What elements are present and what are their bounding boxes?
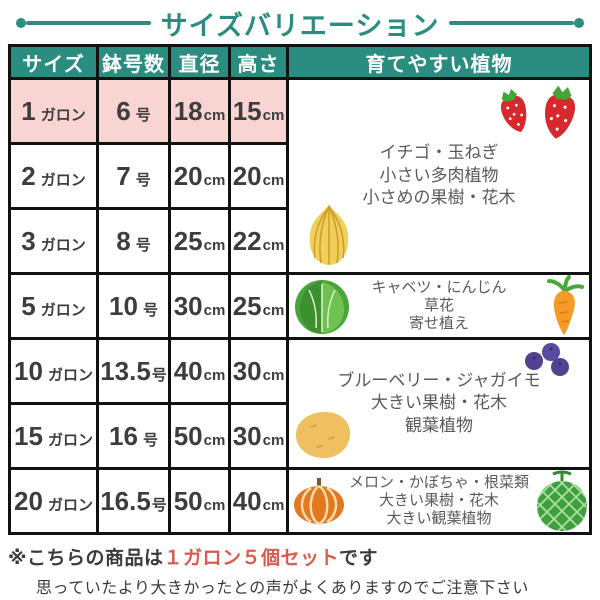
plant-group-text: メロン・かぼちゃ・根菜類 大きい果樹・花木 大きい観葉植物 bbox=[289, 474, 589, 527]
header-row: サイズ 鉢号数 直径 高さ 育てやすい植物 bbox=[8, 44, 592, 80]
plant-line: 寄せ植え bbox=[408, 314, 469, 332]
table-row-5gallon: 5 ガロン 10 号 30cm 25cm bbox=[8, 272, 592, 340]
plant-group-xlarge: メロン・かぼちゃ・根菜類 大きい果樹・花木 大きい観葉植物 bbox=[286, 467, 592, 535]
size-cell: 20 ガロン bbox=[8, 467, 99, 535]
size-cell: 15 ガロン bbox=[8, 402, 99, 470]
title-bar: サイズバリエーション bbox=[0, 0, 600, 42]
size-cell: 2 ガロン bbox=[8, 142, 99, 210]
header-size: サイズ bbox=[8, 44, 99, 80]
set-note: ※こちらの商品は１ガロン５個セットです bbox=[8, 543, 592, 570]
cabbage-icon bbox=[295, 280, 349, 334]
bullet-dot-right bbox=[574, 18, 584, 28]
plant-line: 小さめの果樹・花木 bbox=[362, 188, 516, 208]
plant-line: 大きい果樹・花木 bbox=[371, 393, 507, 413]
potato-icon bbox=[296, 411, 351, 459]
plant-line: ブルーベリー・ジャガイモ bbox=[337, 370, 541, 390]
height-cell: 25cm bbox=[228, 272, 289, 340]
pot-value: 6 bbox=[116, 95, 131, 126]
title-rule-right bbox=[449, 21, 574, 25]
plant-group-small: イチゴ・玉ねぎ 小さい多肉植物 小さめの果樹・花木 bbox=[286, 77, 592, 275]
plant-line: メロン・かぼちゃ・根菜類 bbox=[348, 474, 529, 492]
height-unit: cm bbox=[262, 106, 285, 124]
plant-line: 大きい観葉植物 bbox=[386, 509, 492, 527]
diameter-cell: 20cm bbox=[168, 142, 231, 210]
plant-line: 観葉植物 bbox=[405, 415, 473, 435]
plant-line: 小さい多肉植物 bbox=[379, 165, 499, 185]
blueberry-icon bbox=[525, 343, 569, 376]
plant-group-text: ブルーベリー・ジャガイモ 大きい果樹・花木 観葉植物 bbox=[289, 370, 589, 437]
plant-line: キャベツ・にんじん bbox=[371, 279, 507, 297]
melon-icon bbox=[537, 470, 587, 531]
height-cell: 30cm bbox=[228, 402, 289, 470]
header-plants: 育てやすい植物 bbox=[286, 44, 592, 80]
table-row-20gallon: 20 ガロン 16.5号 50cm 40cm bbox=[8, 467, 592, 535]
size-cell: 5 ガロン bbox=[8, 272, 99, 340]
pot-cell: 10 号 bbox=[96, 272, 171, 340]
size-value: 1 bbox=[21, 95, 36, 126]
table-row-15gallon: 15 ガロン 16 号 50cm 30cm bbox=[8, 402, 591, 470]
plant-group-text: イチゴ・玉ねぎ 小さい多肉植物 小さめの果樹・花木 bbox=[289, 142, 589, 209]
pot-unit: 号 bbox=[135, 106, 151, 124]
title-rule-left bbox=[26, 21, 151, 25]
plant-group-text: キャベツ・にんじん 草花 寄せ植え bbox=[289, 279, 589, 332]
header-diameter: 直径 bbox=[168, 44, 231, 80]
page-title: サイズバリエーション bbox=[160, 10, 440, 41]
diameter-cell: 30cm bbox=[168, 272, 231, 340]
onion-icon bbox=[309, 204, 349, 265]
size-unit: ガロン bbox=[40, 106, 86, 124]
plant-line: イチゴ・玉ねぎ bbox=[379, 143, 499, 163]
height-cell: 30cm bbox=[228, 337, 289, 405]
caution-note: 思っていたより大きかったとの声がよくありますのでご注意下さい bbox=[36, 580, 529, 597]
height-cell: 15cm bbox=[228, 77, 289, 145]
pot-cell: 16.5号 bbox=[96, 467, 171, 535]
size-cell: 1 ガロン bbox=[8, 77, 99, 145]
strawberry-icon bbox=[501, 85, 576, 139]
diameter-value: 18 bbox=[173, 95, 203, 126]
height-cell: 22cm bbox=[228, 207, 289, 275]
table-row-10gallon: 10 ガロン 13.5号 40cm 30cm bbox=[8, 337, 592, 470]
diameter-cell: 50cm bbox=[168, 402, 231, 470]
pot-cell: 16 号 bbox=[96, 402, 171, 470]
note-suffix: です bbox=[339, 548, 379, 569]
size-cell: 10 ガロン bbox=[8, 337, 99, 405]
height-value: 15 bbox=[232, 95, 262, 126]
note-prefix: ※こちらの商品は bbox=[8, 548, 164, 569]
plant-group-medium: キャベツ・にんじん 草花 寄せ植え bbox=[286, 272, 592, 340]
note-highlight: １ガロン５個セット bbox=[163, 548, 339, 569]
diameter-cell: 40cm bbox=[168, 337, 231, 405]
pot-cell: 13.5号 bbox=[96, 337, 171, 405]
plant-line: 草花 bbox=[423, 297, 454, 315]
carrot-icon bbox=[547, 275, 584, 335]
pumpkin-icon bbox=[294, 478, 344, 526]
diameter-cell: 50cm bbox=[168, 467, 231, 535]
footer-note: ※こちらの商品は１ガロン５個セットです 思っていたより大きかったとの声がよくあり… bbox=[8, 543, 592, 598]
height-cell: 20cm bbox=[228, 142, 289, 210]
diameter-cell: 25cm bbox=[168, 207, 231, 275]
diameter-cell: 18cm bbox=[168, 77, 231, 145]
plant-group-large: ブルーベリー・ジャガイモ 大きい果樹・花木 観葉植物 bbox=[286, 337, 592, 470]
height-cell: 40cm bbox=[228, 467, 289, 535]
header-pot-number: 鉢号数 bbox=[96, 44, 171, 80]
bullet-dot-left bbox=[16, 18, 26, 28]
plant-line: 大きい果樹・花木 bbox=[378, 492, 499, 510]
header-height: 高さ bbox=[228, 44, 289, 80]
size-cell: 3 ガロン bbox=[8, 207, 99, 275]
diameter-unit: cm bbox=[203, 106, 226, 124]
